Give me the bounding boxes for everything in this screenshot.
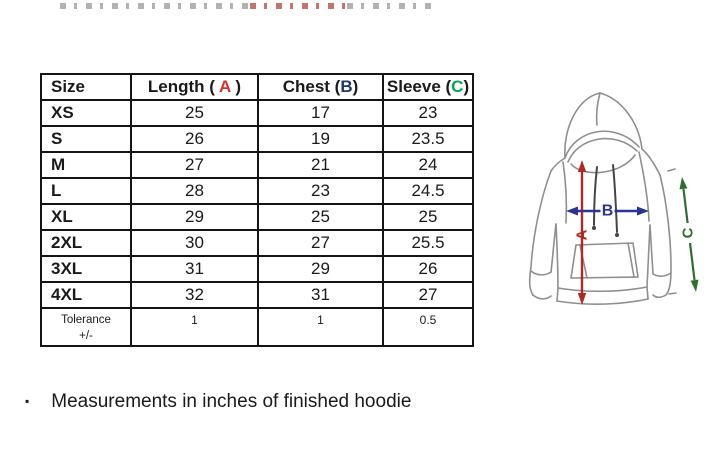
cropped-text-fragments: [347, 3, 432, 9]
sleeve-value: 27: [382, 281, 474, 309]
size-label: 2XL: [40, 229, 132, 257]
arrowhead-right: [637, 206, 649, 216]
length-value: 30: [130, 229, 259, 257]
header-chest: Chest (B): [257, 73, 384, 101]
table-row: 4XL 32 31 27: [40, 281, 474, 309]
footnote-text: Measurements in inches of finished hoodi…: [51, 391, 412, 412]
table-row: 3XL 31 29 26: [40, 255, 474, 283]
chest-value: 31: [257, 281, 384, 309]
sleeve-arrow: C: [679, 177, 699, 292]
sleeve-bottom-tick: [668, 292, 677, 295]
sleeve-value: 24: [382, 151, 474, 179]
length-value: 27: [130, 151, 259, 179]
header-length: Length ( A ): [130, 73, 259, 101]
table-row: S 26 19 23.5: [40, 125, 474, 153]
length-value: 28: [130, 177, 259, 205]
tolerance-row: Tolerance +/- 1 1 0.5: [40, 307, 474, 347]
length-label: A: [574, 229, 591, 240]
arrowhead-up: [679, 177, 688, 190]
footnote: ▪ Measurements in inches of finished hoo…: [25, 390, 411, 414]
chest-value: 23: [257, 177, 384, 205]
length-arrow: A: [574, 160, 591, 305]
table-row: 2XL 30 27 25.5: [40, 229, 474, 257]
length-value: 31: [130, 255, 259, 283]
arrowhead-down: [690, 279, 699, 292]
letter-b: B: [340, 77, 353, 96]
chest-value: 27: [257, 229, 384, 257]
table-row: M 27 21 24: [40, 151, 474, 179]
tolerance-sleeve: 0.5: [382, 307, 474, 347]
chest-value: 25: [257, 203, 384, 231]
tolerance-chest: 1: [257, 307, 384, 347]
sleeve-value: 26: [382, 255, 474, 283]
letter-c: C: [451, 77, 464, 96]
size-label: M: [40, 151, 132, 179]
size-label: XS: [40, 99, 132, 127]
size-label: 3XL: [40, 255, 132, 283]
size-label: XL: [40, 203, 132, 231]
arrowhead-down: [577, 293, 587, 305]
chest-arrow: B: [566, 201, 649, 220]
sleeve-label: C: [680, 227, 697, 238]
drawstrings: [592, 164, 619, 237]
letter-a: A: [219, 77, 231, 96]
length-value: 25: [130, 99, 259, 127]
header-sleeve: Sleeve (C): [382, 73, 474, 101]
arrowhead-up: [577, 160, 587, 172]
chest-value: 29: [257, 255, 384, 283]
bullet-icon: ▪: [25, 394, 30, 408]
sleeve-value: 25.5: [382, 229, 474, 257]
size-label: L: [40, 177, 132, 205]
tolerance-length: 1: [130, 307, 259, 347]
table-row: XL 29 25 25: [40, 203, 474, 231]
cropped-text-fragments-red: [250, 3, 345, 9]
chest-value: 21: [257, 151, 384, 179]
sleeve-value: 23: [382, 99, 474, 127]
hoodie-outline: [528, 92, 677, 305]
chest-value: 17: [257, 99, 384, 127]
sleeve-top-tick: [667, 168, 676, 172]
arrowhead-left: [566, 206, 578, 216]
chest-label: B: [602, 203, 614, 220]
hoodie-diagram: A B C: [528, 92, 699, 305]
length-value: 32: [130, 281, 259, 309]
chest-value: 19: [257, 125, 384, 153]
size-label: S: [40, 125, 132, 153]
sleeve-value: 23.5: [382, 125, 474, 153]
sleeve-value: 24.5: [382, 177, 474, 205]
sleeve-value: 25: [382, 203, 474, 231]
size-label: 4XL: [40, 281, 132, 309]
table-row: L 28 23 24.5: [40, 177, 474, 205]
cropped-text-fragments: [60, 3, 248, 9]
length-value: 29: [130, 203, 259, 231]
header-size: Size: [40, 73, 132, 101]
table-row: XS 25 17 23: [40, 99, 474, 127]
tolerance-label: Tolerance +/-: [40, 307, 132, 347]
header-row: Size Length ( A ) Chest (B) Sleeve (C): [40, 73, 474, 101]
kangaroo-pocket: [570, 242, 639, 279]
length-value: 26: [130, 125, 259, 153]
size-chart-table: Size Length ( A ) Chest (B) Sleeve (C) X…: [40, 73, 474, 347]
